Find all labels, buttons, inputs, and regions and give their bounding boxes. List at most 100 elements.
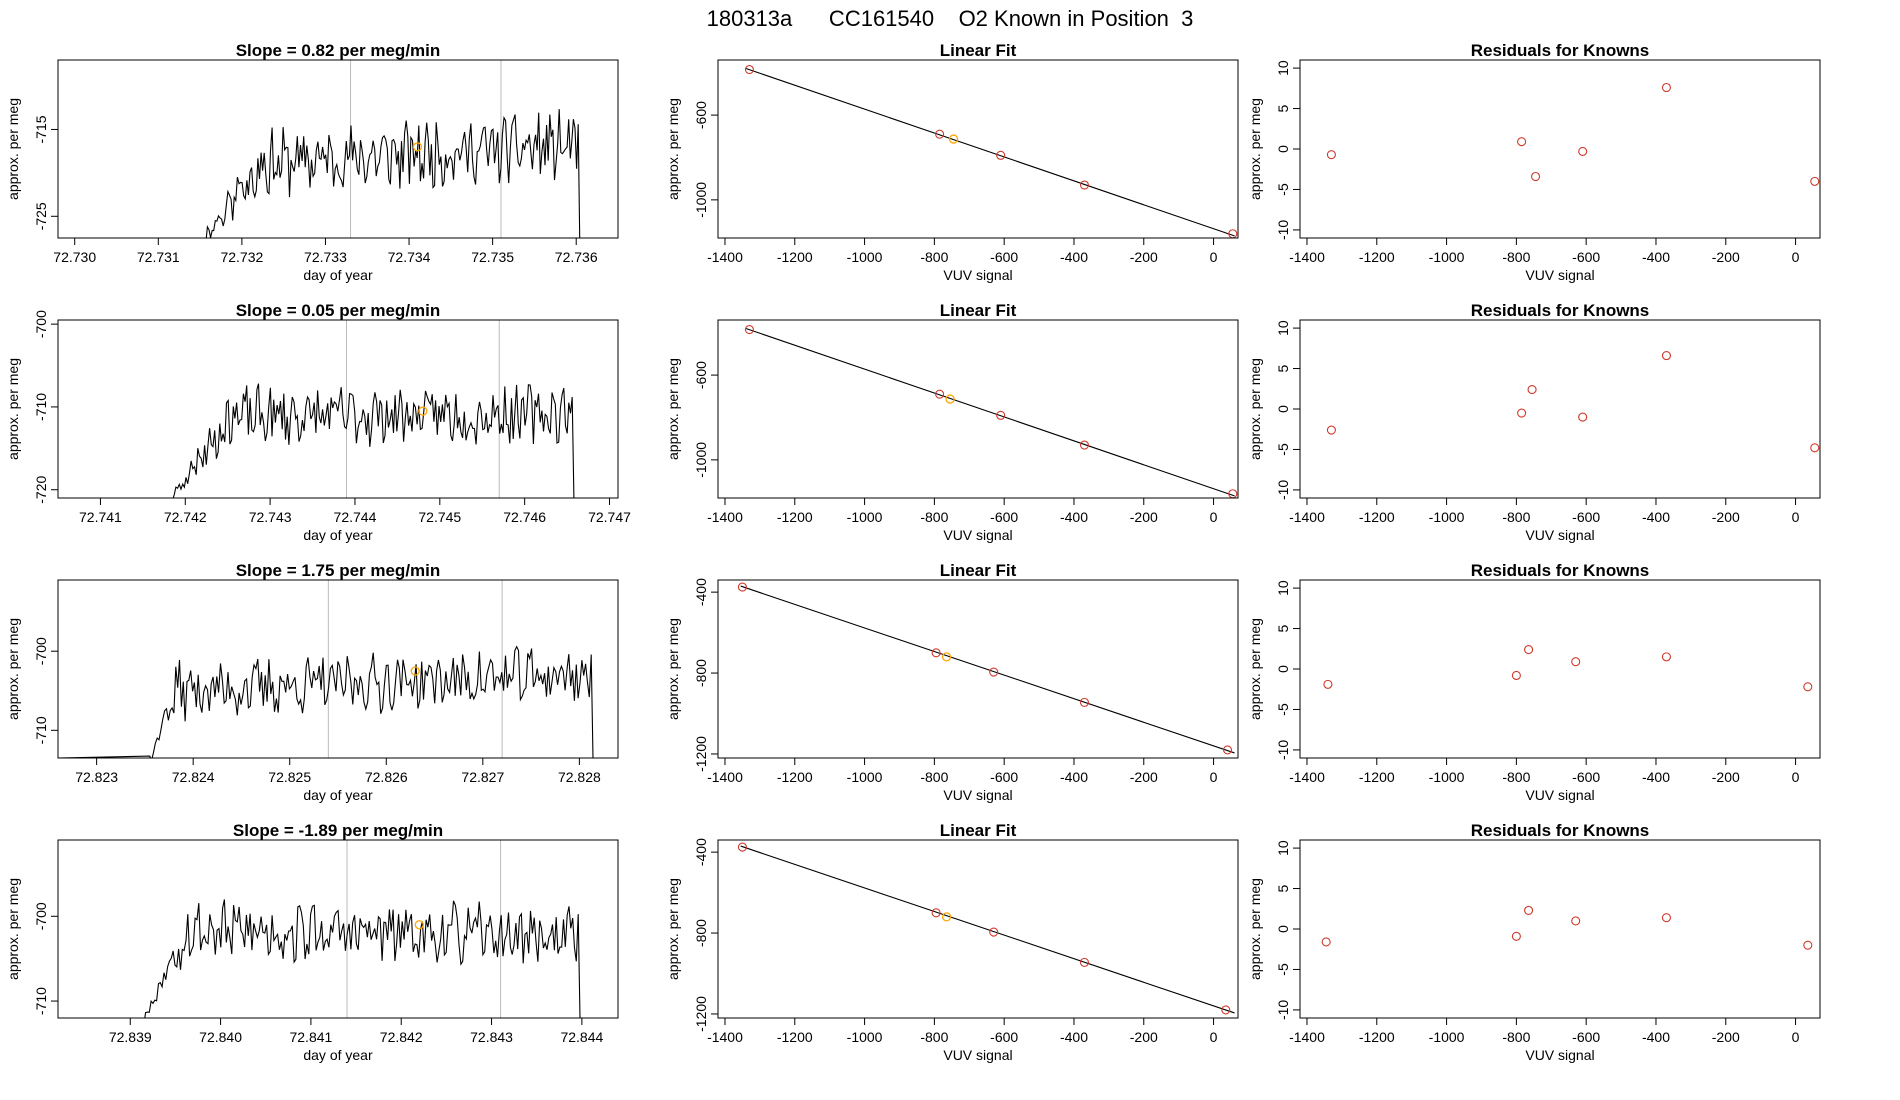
r4-fit-fit-line	[740, 845, 1235, 1014]
r4-res-ylabel: approx. per meg	[1247, 878, 1263, 980]
r3-fit-point-2	[989, 667, 999, 677]
r2-trace-xtick-label-6: 72.747	[588, 509, 631, 525]
r1-fit-xtick-label-6: -200	[1130, 249, 1158, 265]
r3-fit-xtick-label-6: -200	[1130, 769, 1158, 785]
r4-res-point-0	[1321, 937, 1331, 947]
r3-trace-xtick-label-4: 72.827	[461, 769, 504, 785]
r3-fit-xtick-label-0: -1400	[707, 769, 743, 785]
r3-fit-ylabel: approx. per meg	[665, 618, 681, 720]
r3-res-ytick-label-4: -10	[1275, 740, 1291, 760]
r1-res-title: Residuals for Knowns	[1471, 41, 1650, 60]
r2-fit-xtick-label-2: -1000	[847, 509, 883, 525]
r1-fit-ylabel: approx. per meg	[665, 98, 681, 200]
r4-trace-ytick-label-1: -710	[33, 987, 49, 1015]
r1-res-xtick-label-1: -1200	[1359, 249, 1395, 265]
r3-trace-frame	[57, 579, 619, 759]
r4-fit-panel: -1400 -1200 -1000 -800 -600 -400 -200 0-400-800…	[665, 821, 1239, 1063]
r2-trace-ytick-label-2: -720	[33, 476, 49, 504]
r3-trace-ytick-label-1: -710	[33, 716, 49, 744]
r4-trace-xtick-label-3: 72.842	[380, 1029, 423, 1045]
r3-fit-point-0	[737, 582, 747, 592]
r2-trace-xtick-label-2: 72.743	[249, 509, 292, 525]
r2-fit-panel: -1400 -1200 -1000 -800 -600 -400 -200 0 -600 -100…	[665, 301, 1239, 543]
r4-fit-point-2	[989, 927, 999, 937]
r2-fit-xtick-label-0: -1400	[707, 509, 743, 525]
r1-trace-xtick-label-1: 72.731	[137, 249, 180, 265]
r3-res-xtick-label-7: 0	[1792, 769, 1800, 785]
r1-fit-panel: -1400 -1200 -1000 -800 -600 -400 -200 0 -600 -100…	[665, 41, 1239, 283]
r4-fit-ylabel: approx. per meg	[665, 878, 681, 980]
r3-trace-xlabel: day of year	[303, 787, 373, 803]
r3-res-xtick-label-5: -400	[1642, 769, 1670, 785]
r2-fit-title: Linear Fit	[940, 301, 1017, 320]
r1-trace-xtick-label-4: 72.734	[388, 249, 431, 265]
r2-res-xtick-label-4: -600	[1572, 509, 1600, 525]
r4-res-xtick-label-1: -1200	[1359, 1029, 1395, 1045]
r1-res-ytick-label-3: -5	[1275, 183, 1291, 196]
r1-fit-title: Linear Fit	[940, 41, 1017, 60]
r4-res-ytick-label-1: 5	[1275, 884, 1291, 892]
r3-fit-ytick-label-2: -1200	[693, 736, 709, 772]
r4-trace-highlight-point-0	[414, 920, 424, 930]
r2-trace-trace-line	[58, 383, 578, 498]
r1-res-xtick-label-6: -200	[1712, 249, 1740, 265]
r3-res-point-3	[1571, 657, 1581, 667]
r2-res-point-2	[1527, 385, 1537, 395]
r2-trace-ytick-label-1: -710	[33, 393, 49, 421]
r2-fit-xtick-label-7: 0	[1210, 509, 1218, 525]
r4-fit-xtick-label-0: -1400	[707, 1029, 743, 1045]
r3-res-point-1	[1511, 670, 1521, 681]
r3-res-ytick-label-3: -5	[1275, 703, 1291, 716]
r3-trace-trace-line	[58, 645, 597, 758]
r3-fit-xtick-label-7: 0	[1210, 769, 1218, 785]
r2-res-point-0	[1326, 425, 1336, 435]
r2-trace-ylabel: approx. per meg	[5, 358, 21, 460]
r2-res-xtick-label-1: -1200	[1359, 509, 1395, 525]
r2-fit-point-2	[996, 410, 1006, 420]
r1-res-xtick-label-5: -400	[1642, 249, 1670, 265]
r4-trace-panel: 72.839 72.840 72.841 72.842 72.843 72.844 -700…	[5, 821, 619, 1063]
r4-fit-title: Linear Fit	[940, 821, 1017, 840]
r3-trace-panel: 72.823 72.824 72.825 72.826 72.827 72.828 -700…	[5, 561, 619, 803]
r1-res-ytick-label-1: 5	[1275, 104, 1291, 112]
r3-fit-xtick-label-5: -400	[1060, 769, 1088, 785]
r3-res-point-5	[1803, 682, 1813, 692]
r4-trace-title: Slope = -1.89 per meg/min	[233, 821, 443, 840]
r3-res-ytick-label-1: 5	[1275, 624, 1291, 632]
r2-trace-xtick-label-1: 72.742	[164, 509, 207, 525]
r3-fit-point-1	[931, 648, 941, 658]
r3-fit-point-4	[1222, 745, 1233, 755]
r2-res-ytick-label-0: 10	[1275, 320, 1291, 336]
r2-fit-point-3	[1079, 440, 1089, 450]
r2-fit-fit-line	[745, 327, 1235, 497]
r1-res-xtick-label-2: -1000	[1429, 249, 1465, 265]
r3-fit-point-3	[1079, 697, 1089, 707]
r1-fit-point-3	[1079, 180, 1089, 190]
r2-trace-highlight-point-0	[418, 406, 428, 416]
r4-trace-xtick-label-2: 72.841	[289, 1029, 332, 1045]
r4-fit-point-1	[931, 908, 941, 918]
r4-fit-xlabel: VUV signal	[943, 1047, 1012, 1063]
r3-trace-highlight-point-0	[410, 666, 420, 676]
r4-res-point-2	[1524, 905, 1534, 915]
r2-res-frame	[1299, 319, 1821, 499]
r1-res-panel: -1400 -1200 -1000 -800 -600 -400 -200 0 10 5 0 -5 -1…	[1247, 41, 1821, 283]
r1-trace-frame	[57, 59, 619, 239]
r3-fit-title: Linear Fit	[940, 561, 1017, 580]
r4-fit-xtick-label-5: -400	[1060, 1029, 1088, 1045]
r2-res-point-1	[1517, 408, 1527, 418]
r3-res-point-4	[1661, 652, 1671, 662]
r4-fit-xtick-label-7: 0	[1210, 1029, 1218, 1045]
r1-trace-panel: 72.730 72.731 72.732 72.733 72.734 72.735 72.7…	[5, 41, 619, 283]
r4-res-frame	[1299, 839, 1821, 1019]
r2-res-xtick-label-3: -800	[1502, 509, 1530, 525]
r1-res-xtick-label-4: -600	[1572, 249, 1600, 265]
r4-res-xtick-label-0: -1400	[1289, 1029, 1325, 1045]
r1-trace-trace-line	[58, 109, 583, 238]
r4-trace-xtick-label-0: 72.839	[109, 1029, 152, 1045]
r2-fit-xlabel: VUV signal	[943, 527, 1012, 543]
r2-trace-xtick-label-0: 72.741	[79, 509, 122, 525]
r1-trace-xlabel: day of year	[303, 267, 373, 283]
r4-res-ytick-label-2: 0	[1275, 925, 1291, 933]
r4-res-title: Residuals for Knowns	[1471, 821, 1650, 840]
